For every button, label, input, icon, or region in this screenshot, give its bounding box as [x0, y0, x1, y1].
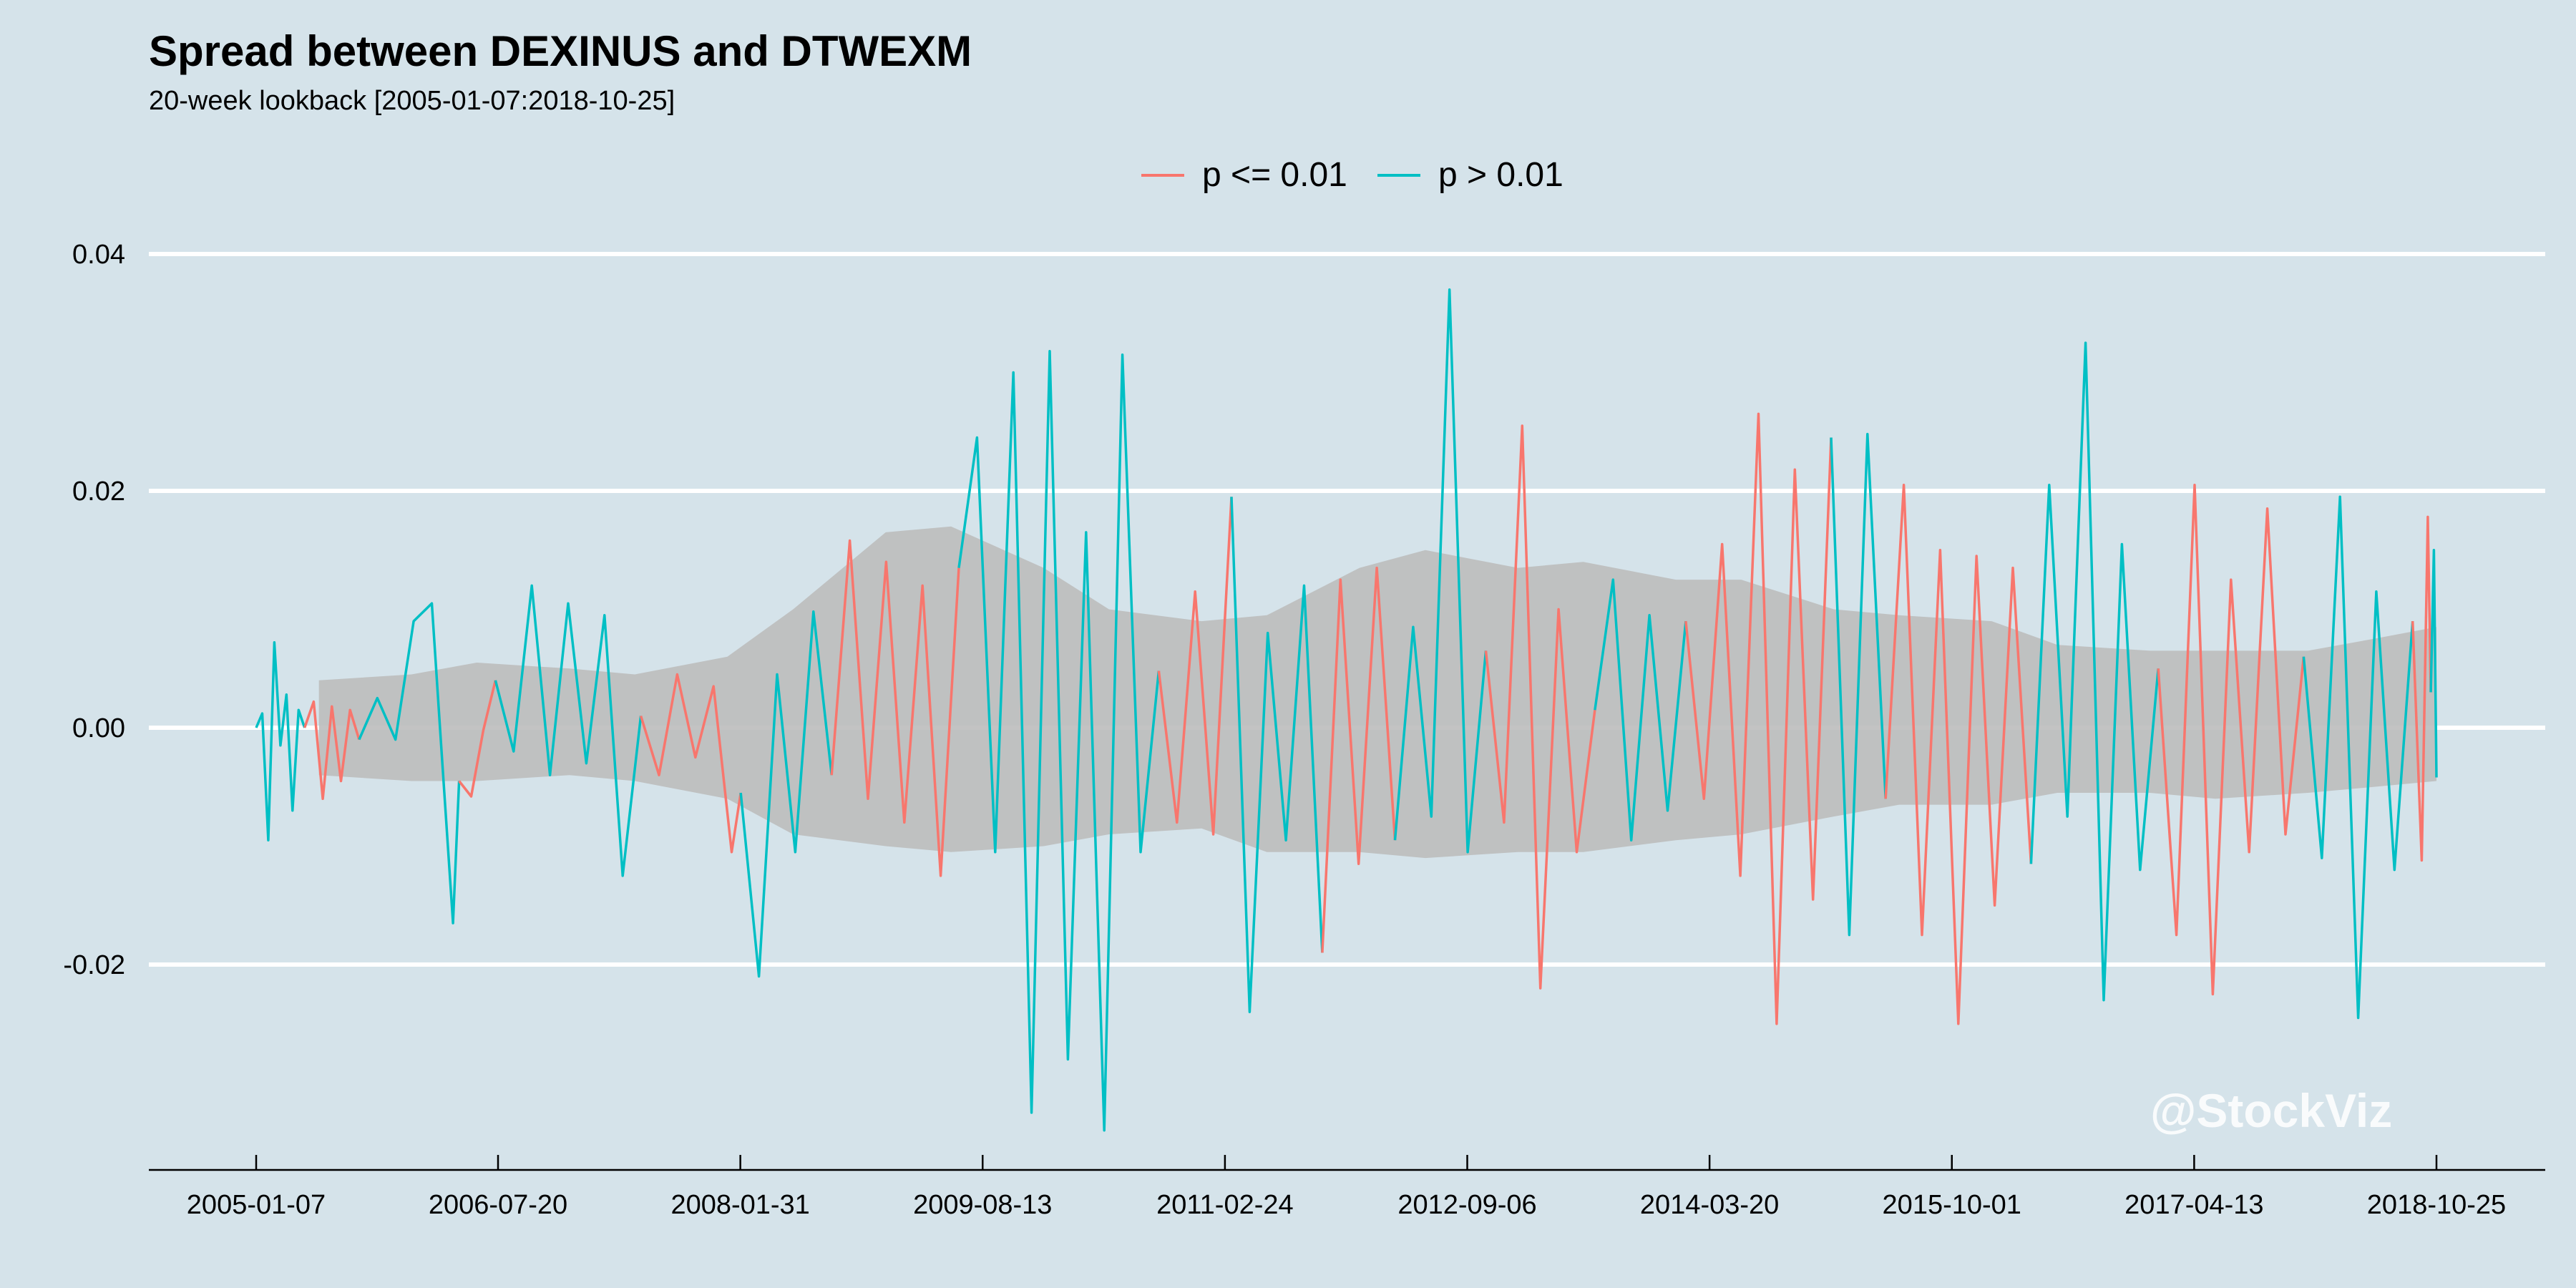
series-line-p-gt-001: [957, 349, 1161, 1132]
series-line-p-gt-001: [1830, 432, 1887, 937]
series-line-p-le-001: [639, 673, 742, 854]
series-line-p-le-001: [1484, 424, 1596, 990]
y-axis-tick-labels: 0.04 0.02 0.00 -0.02: [63, 240, 125, 980]
y-tick-label: 0.04: [72, 240, 125, 270]
series-line-p-gt-001: [2029, 341, 2160, 1002]
series-line-p-le-001: [1684, 412, 1833, 1025]
series-line-p-gt-001: [494, 584, 643, 877]
y-tick-label: 0.00: [72, 713, 125, 743]
y-tick-label: 0.02: [72, 477, 125, 507]
series-line-p-le-001: [458, 680, 497, 798]
x-tick-label: 2011-02-24: [1156, 1190, 1294, 1220]
band-layer: [318, 526, 2437, 859]
x-tick-label: 2009-08-13: [913, 1190, 1052, 1220]
series-line-p-gt-001: [255, 641, 306, 841]
x-tick-label: 2006-07-20: [429, 1190, 567, 1220]
x-tick-label: 2018-10-25: [2367, 1190, 2506, 1220]
shaded-band: [318, 526, 2437, 859]
series-line-p-gt-001: [2429, 549, 2438, 778]
y-tick-label: -0.02: [63, 950, 125, 980]
chart-title: Spread between DEXINUS and DTWEXM: [149, 27, 972, 75]
series-line-p-gt-001: [1230, 497, 1324, 1013]
series-line-p-le-001: [1884, 483, 2033, 1025]
x-tick-label: 2005-01-07: [187, 1190, 326, 1220]
series-line-p-le-001: [303, 700, 361, 801]
legend-label-p-le-001: p <= 0.01: [1202, 156, 1347, 194]
series-line-p-gt-001: [1594, 578, 1687, 841]
series-line-p-le-001: [1157, 497, 1233, 836]
series-line-p-le-001: [2157, 483, 2306, 996]
series-line-p-le-001: [830, 539, 960, 877]
series-line-p-gt-001: [1393, 288, 1488, 854]
series-line-p-gt-001: [739, 610, 833, 978]
legend-label-p-gt-001: p > 0.01: [1438, 156, 1563, 194]
x-tick-label: 2015-10-01: [1883, 1190, 2021, 1220]
x-axis: 2005-01-07 2006-07-20 2008-01-31 2009-08-13…: [149, 1155, 2545, 1220]
series-line-p-gt-001: [358, 602, 461, 924]
series-line-p-gt-001: [2302, 495, 2414, 1020]
x-tick-label: 2014-03-20: [1640, 1190, 1779, 1220]
x-tick-label: 2012-09-06: [1397, 1190, 1536, 1220]
x-tick-label: 2008-01-31: [670, 1190, 809, 1220]
x-tick-label: 2017-04-13: [2124, 1190, 2263, 1220]
series-line-p-le-001: [2411, 515, 2432, 862]
watermark: @StockViz: [2150, 1084, 2392, 1137]
legend: p <= 0.01 p > 0.01: [1141, 156, 1563, 194]
chart-subtitle: 20-week lookback [2005-01-07:2018-10-25]: [149, 86, 675, 116]
series-layer: [255, 288, 2438, 1132]
series-line-p-le-001: [1321, 566, 1397, 953]
